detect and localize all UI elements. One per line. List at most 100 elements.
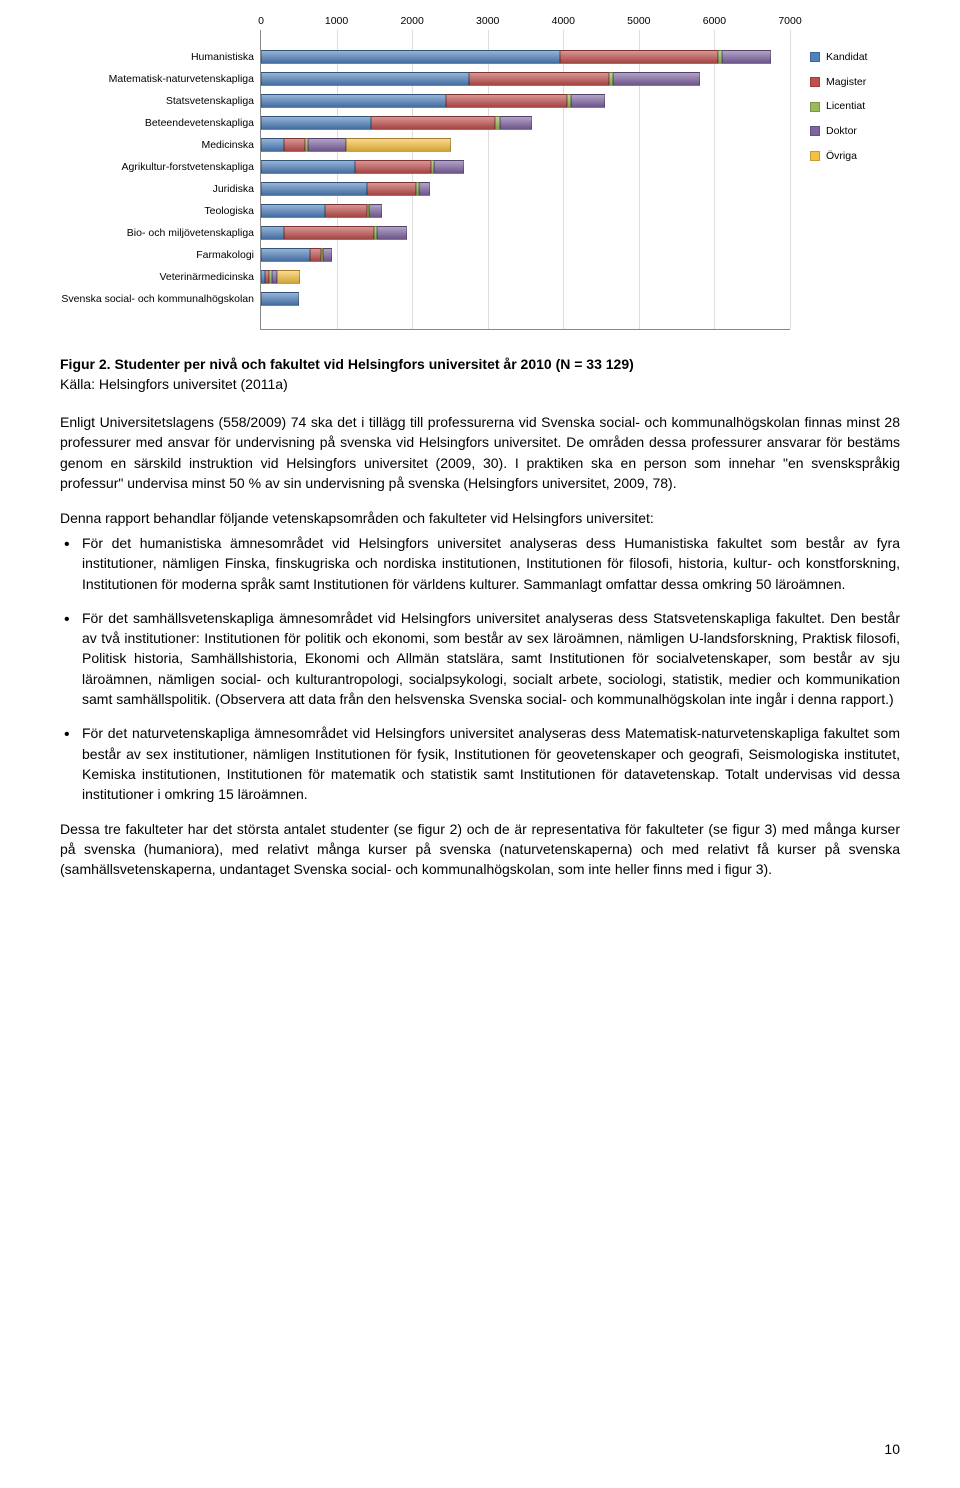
chart-bar-segment	[261, 226, 284, 240]
chart-bar-segment	[613, 72, 700, 86]
legend-item: Övriga	[810, 149, 900, 164]
chart-xtick: 7000	[778, 14, 801, 29]
chart-xtick: 1000	[325, 14, 348, 29]
caption-line2: Källa: Helsingfors universitet (2011a)	[60, 376, 288, 392]
legend-label: Licentiat	[826, 99, 865, 114]
bullet-list: För det humanistiska ämnesområdet vid He…	[60, 533, 900, 805]
chart-ylabel: Matematisk-naturvetenskapliga	[60, 68, 254, 90]
caption-line1: Figur 2. Studenter per nivå och fakultet…	[60, 356, 634, 372]
chart-bar-segment	[277, 270, 300, 284]
legend-swatch	[810, 102, 820, 112]
chart-bar-stack	[261, 182, 790, 196]
chart-bar-row	[261, 156, 790, 178]
chart-bar-stack	[261, 248, 790, 262]
chart-bar-segment	[571, 94, 605, 108]
chart-ylabel: Farmakologi	[60, 244, 254, 266]
chart-gridline	[790, 30, 791, 329]
chart-bar-row	[261, 46, 790, 68]
chart-bar-segment	[261, 116, 371, 130]
chart-bar-segment	[261, 248, 310, 262]
chart-ylabel: Juridiska	[60, 178, 254, 200]
chart-bar-row	[261, 244, 790, 266]
chart-bars	[261, 46, 790, 329]
chart-ylabel: Beteendevetenskapliga	[60, 112, 254, 134]
chart-bar-stack	[261, 226, 790, 240]
chart-xtick: 5000	[627, 14, 650, 29]
chart-bar-stack	[261, 270, 790, 284]
chart-xaxis: 01000200030004000500060007000	[261, 14, 790, 30]
chart-bar-segment	[355, 160, 431, 174]
chart-bar-segment	[261, 292, 299, 306]
legend-label: Magister	[826, 75, 866, 90]
chart-bar-stack	[261, 72, 790, 86]
list-intro: Denna rapport behandlar följande vetensk…	[60, 509, 900, 529]
chart-ylabel: Humanistiska	[60, 46, 254, 68]
chart-bar-row	[261, 112, 790, 134]
chart-bar-segment	[310, 248, 321, 262]
list-item: För det humanistiska ämnesområdet vid He…	[82, 533, 900, 594]
chart-bar-row	[261, 200, 790, 222]
chart-bar-segment	[446, 94, 567, 108]
paragraph-1: Enligt Universitetslagens (558/2009) 74 …	[60, 412, 900, 493]
chart-bar-segment	[377, 226, 407, 240]
chart-bar-stack	[261, 138, 790, 152]
chart-bar-row	[261, 266, 790, 288]
chart-xtick: 2000	[400, 14, 423, 29]
legend-item: Doktor	[810, 124, 900, 139]
legend-swatch	[810, 126, 820, 136]
figure-caption: Figur 2. Studenter per nivå och fakultet…	[60, 355, 900, 394]
chart-bar-segment	[323, 248, 332, 262]
chart-ylabel: Bio- och miljövetenskapliga	[60, 222, 254, 244]
legend-item: Licentiat	[810, 99, 900, 114]
chart-bar-segment	[308, 138, 346, 152]
chart-bar-segment	[261, 138, 284, 152]
chart-bar-segment	[434, 160, 464, 174]
chart-legend: Kandidat Magister Licentiat Doktor Övriga	[790, 30, 900, 330]
paragraph-2: Dessa tre fakulteter har det största ant…	[60, 819, 900, 880]
chart-ylabel: Agrikultur-forstvetenskapliga	[60, 156, 254, 178]
chart-bar-row	[261, 134, 790, 156]
chart-bar-segment	[369, 204, 383, 218]
chart-xtick: 0	[258, 14, 264, 29]
chart-bar-segment	[325, 204, 367, 218]
chart-ylabel: Statsvetenskapliga	[60, 90, 254, 112]
legend-label: Doktor	[826, 124, 857, 139]
chart-bar-stack	[261, 292, 790, 306]
chart-bar-segment	[469, 72, 609, 86]
chart-bar-segment	[284, 226, 375, 240]
chart-bar-row	[261, 68, 790, 90]
list-item: För det samhällsvetenskapliga ämnesområd…	[82, 608, 900, 709]
legend-item: Kandidat	[810, 50, 900, 65]
chart-bar-segment	[261, 72, 469, 86]
chart-ylabels: HumanistiskaMatematisk-naturvetenskaplig…	[60, 30, 260, 330]
chart-bar-segment	[284, 138, 305, 152]
chart-bar-segment	[371, 116, 496, 130]
page-number: 10	[884, 1440, 900, 1460]
legend-swatch	[810, 52, 820, 62]
legend-item: Magister	[810, 75, 900, 90]
chart-bar-stack	[261, 94, 790, 108]
chart-figure: HumanistiskaMatematisk-naturvetenskaplig…	[60, 30, 900, 330]
chart-bar-segment	[560, 50, 719, 64]
list-item: För det naturvetenskapliga ämnesområdet …	[82, 723, 900, 804]
chart-bar-segment	[261, 160, 355, 174]
legend-swatch	[810, 77, 820, 87]
chart-bar-segment	[367, 182, 416, 196]
chart-bar-stack	[261, 204, 790, 218]
chart-bar-segment	[722, 50, 771, 64]
chart-bar-stack	[261, 116, 790, 130]
chart-ylabel: Teologiska	[60, 200, 254, 222]
chart-xtick: 3000	[476, 14, 499, 29]
chart-bar-row	[261, 90, 790, 112]
chart-bar-stack	[261, 160, 790, 174]
chart-ylabel: Svenska social- och kommunalhögskolan	[60, 288, 254, 310]
legend-label: Kandidat	[826, 50, 867, 65]
chart-bar-segment	[261, 182, 367, 196]
chart-xtick: 6000	[703, 14, 726, 29]
chart-bar-row	[261, 288, 790, 310]
chart-bar-segment	[500, 116, 532, 130]
chart-ylabel: Veterinärmedicinska	[60, 266, 254, 288]
chart-bar-stack	[261, 50, 790, 64]
chart-bar-segment	[261, 204, 325, 218]
chart-bar-row	[261, 178, 790, 200]
